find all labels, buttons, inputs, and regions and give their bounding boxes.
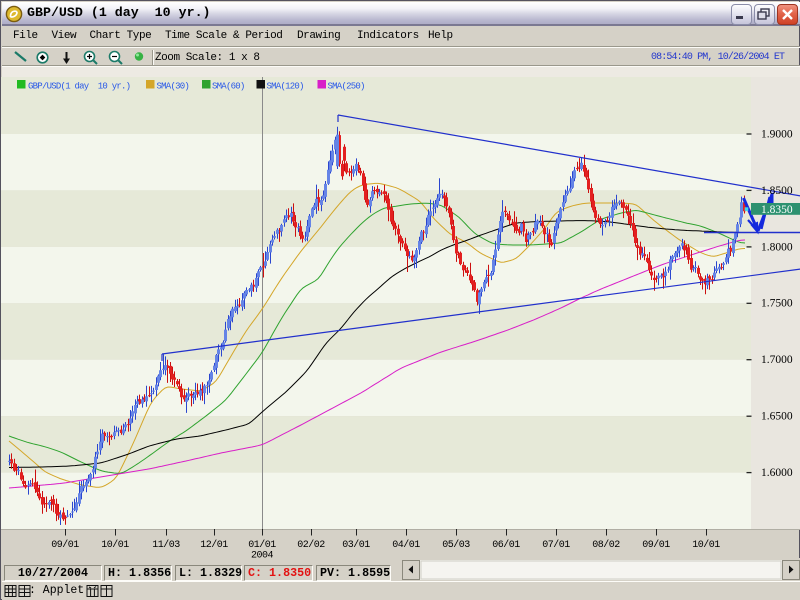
svg-text:05/03: 05/03	[442, 539, 470, 551]
svg-text:1.9000: 1.9000	[761, 128, 793, 140]
svg-text:1.8500: 1.8500	[761, 185, 793, 197]
svg-text:03/01: 03/01	[342, 539, 370, 551]
svg-text:11/03: 11/03	[152, 539, 180, 551]
svg-text:1.6000: 1.6000	[761, 467, 793, 479]
svg-text:10/01: 10/01	[101, 539, 129, 551]
svg-text:09/01: 09/01	[642, 539, 670, 551]
svg-text:1.8350: 1.8350	[761, 204, 793, 216]
svg-text:SMA(250): SMA(250)	[328, 81, 365, 91]
svg-text:08/02: 08/02	[592, 539, 620, 551]
svg-text:01/01: 01/01	[248, 539, 276, 551]
svg-text:02/02: 02/02	[297, 539, 325, 551]
svg-text:SMA(120): SMA(120)	[267, 81, 304, 91]
svg-text:GBP/USD(1 day 10 yr.): GBP/USD(1 day 10 yr.)	[28, 81, 130, 91]
svg-text:06/01: 06/01	[492, 539, 520, 551]
svg-text:SMA(30): SMA(30)	[157, 81, 190, 91]
svg-text:12/01: 12/01	[200, 539, 228, 551]
svg-text:1.6500: 1.6500	[761, 411, 793, 423]
svg-text:1.8000: 1.8000	[761, 241, 793, 253]
svg-text:SMA(60): SMA(60)	[212, 81, 245, 91]
svg-text:10/01: 10/01	[692, 539, 720, 551]
svg-text:2004: 2004	[251, 551, 274, 559]
svg-text:1.7500: 1.7500	[761, 298, 793, 310]
svg-text:04/01: 04/01	[392, 539, 420, 551]
svg-text:1.7000: 1.7000	[761, 354, 793, 366]
svg-text:07/01: 07/01	[542, 539, 570, 551]
svg-text:09/01: 09/01	[51, 539, 79, 551]
